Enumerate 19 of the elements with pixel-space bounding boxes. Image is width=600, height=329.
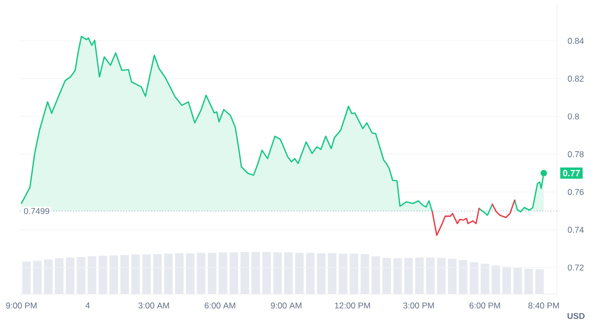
x-tick-label: 8:40 PM: [528, 302, 559, 309]
y-tick-label: 0.8: [568, 113, 579, 120]
x-tick-label: 6:00 AM: [204, 302, 236, 309]
y-tick-label: 0.78: [568, 151, 584, 158]
y-axis-title: USD: [568, 313, 585, 319]
y-tick-label: 0.76: [568, 189, 584, 195]
ref-line-label: 0.7499: [24, 208, 50, 214]
x-tick-label: 9:00 PM: [6, 302, 37, 309]
x-tick-label: 3:00 PM: [403, 302, 434, 309]
y-tick-label: 0.82: [568, 76, 584, 82]
x-tick-label: 4: [86, 302, 90, 308]
y-tick-label: 0.84: [568, 38, 584, 44]
annotation: 0.77: [563, 170, 580, 176]
y-tick-label: 0.74: [568, 226, 584, 233]
x-tick-label: 3:00 AM: [138, 302, 169, 309]
y-tick-label: 0.72: [568, 264, 584, 271]
x-tick-label: 9:00 AM: [270, 302, 302, 309]
x-tick-label: 12:00 PM: [335, 302, 370, 309]
x-tick-label: 6:00 PM: [470, 302, 500, 309]
